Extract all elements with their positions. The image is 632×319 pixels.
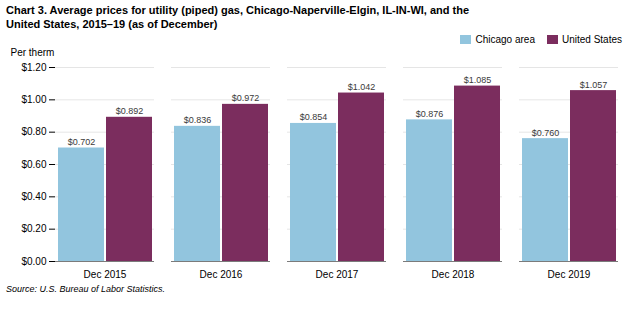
svg-text:$1.057: $1.057 <box>580 79 608 89</box>
svg-text:Dec 2019: Dec 2019 <box>548 268 591 279</box>
svg-text:$0.20: $0.20 <box>21 223 46 234</box>
svg-text:Per therm: Per therm <box>11 46 55 57</box>
svg-text:$0.60: $0.60 <box>21 158 46 169</box>
svg-text:Dec 2015: Dec 2015 <box>84 268 127 279</box>
svg-text:$0.702: $0.702 <box>68 137 96 147</box>
svg-text:$1.00: $1.00 <box>21 94 46 105</box>
svg-text:$0.836: $0.836 <box>184 115 212 125</box>
svg-text:$0.892: $0.892 <box>116 106 144 116</box>
svg-text:Dec 2018: Dec 2018 <box>432 268 475 279</box>
html-text:United States: United States <box>562 33 622 45</box>
svg-text:$1.042: $1.042 <box>348 82 376 92</box>
svg-text:$1.20: $1.20 <box>21 61 46 72</box>
svg-text:Dec 2017: Dec 2017 <box>316 268 359 279</box>
svg-text:$0.876: $0.876 <box>416 108 444 118</box>
svg-text:$0.972: $0.972 <box>232 93 260 103</box>
svg-text:$0.80: $0.80 <box>21 126 46 137</box>
html-text:Chart 3. Average prices for ut: Chart 3. Average prices for utility (pip… <box>6 4 470 30</box>
html-text:Chicago area: Chicago area <box>475 33 535 45</box>
svg-text:Dec 2016: Dec 2016 <box>200 268 243 279</box>
svg-text:$0.00: $0.00 <box>21 255 46 266</box>
svg-text:$0.854: $0.854 <box>300 112 328 122</box>
svg-text:$0.40: $0.40 <box>21 191 46 202</box>
svg-text:$1.085: $1.085 <box>464 75 492 85</box>
svg-text:$0.760: $0.760 <box>532 127 560 137</box>
html-text:Source: U.S. Bureau of Labor S: Source: U.S. Bureau of Labor Statistics. <box>6 283 166 294</box>
